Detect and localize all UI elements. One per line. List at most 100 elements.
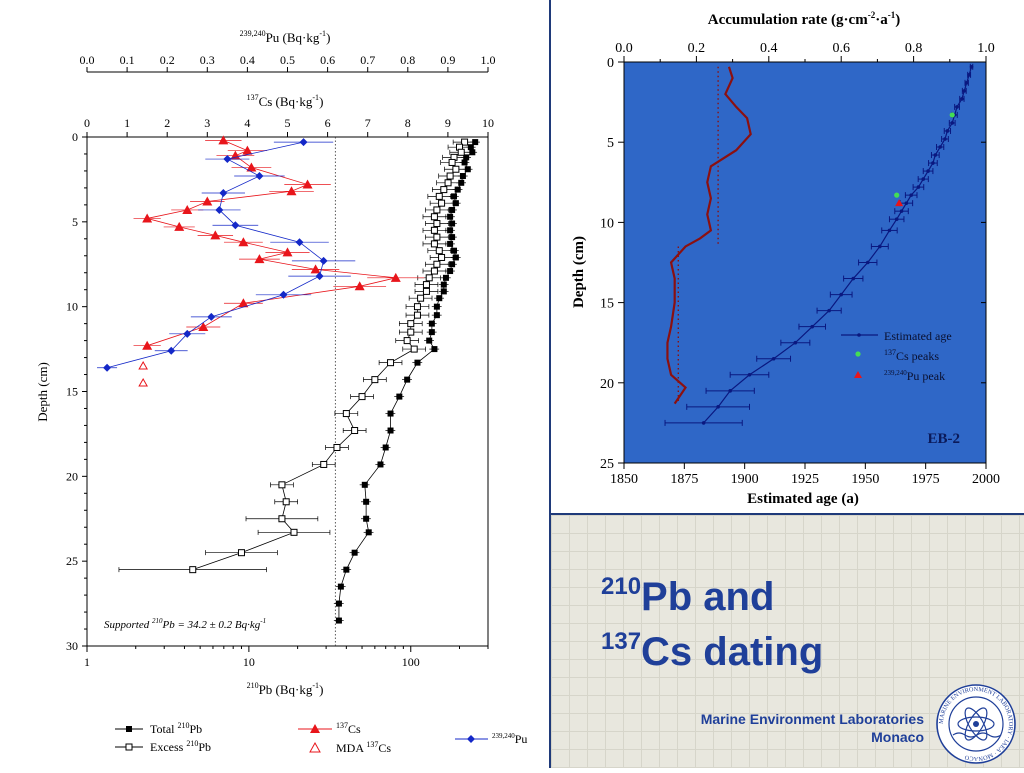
pu-point — [315, 272, 324, 281]
legend-pu-marker — [467, 735, 475, 743]
total-pb-point — [337, 583, 344, 590]
total-pb-point — [387, 410, 394, 417]
cs137-point — [286, 186, 297, 196]
cs-tick-label: 0 — [84, 116, 90, 130]
right-plot-area — [623, 61, 987, 464]
total-pb-point — [459, 173, 466, 180]
supported-pb-annotation: Supported 210Pb = 34.2 ± 0.2 Bq·kg-1 — [104, 617, 266, 631]
age-point — [887, 228, 892, 233]
accum-tick-label: 0.4 — [760, 41, 778, 56]
total-pb-point — [447, 268, 454, 275]
excess-pb-point — [320, 460, 328, 468]
legend-excess-pb-marker — [125, 743, 133, 751]
total-pb-point — [449, 234, 456, 241]
excess-pb-point — [435, 247, 443, 255]
total-pb-point — [363, 515, 370, 522]
pb-tick-label: 1 — [84, 655, 90, 669]
excess-pb-point — [371, 376, 379, 384]
legend-age-marker — [857, 333, 861, 337]
cs137-point — [182, 204, 193, 214]
depth-tick-label: 25 — [66, 554, 78, 568]
age-point — [933, 153, 938, 157]
excess-pb-point — [444, 179, 452, 187]
excess-pb-point — [278, 481, 286, 489]
pb-axis-label: 210Pb (Bq·kg-1) — [247, 681, 324, 697]
total-pb-point — [426, 337, 433, 344]
pu-point — [219, 188, 228, 197]
age-point — [728, 389, 732, 393]
pu-tick-label: 0.1 — [120, 53, 135, 67]
age-point — [810, 324, 815, 329]
depth-tick-label: 0 — [72, 130, 78, 144]
horizontal-divider — [551, 513, 1024, 515]
pu-tick-label: 0.9 — [440, 53, 455, 67]
excess-pb-point — [433, 206, 441, 214]
total-pb-point — [343, 566, 350, 573]
excess-pb-point — [351, 427, 359, 435]
excess-pb-point — [433, 220, 441, 228]
cs-tick-label: 2 — [164, 116, 170, 130]
excess-pb-point — [278, 515, 286, 523]
excess-pb-point — [433, 260, 441, 268]
pb-tick-label: 10 — [243, 655, 255, 669]
pu-tick-label: 0.4 — [240, 53, 255, 67]
excess-pb-point — [358, 393, 366, 401]
legend-cs-peak-marker — [855, 351, 861, 357]
total-pb-point — [351, 549, 358, 556]
cs137-point — [230, 150, 241, 160]
excess-pb-point — [387, 359, 395, 367]
depth-tick-label: 20 — [66, 469, 78, 483]
total-pb-point — [428, 329, 435, 336]
pu-line — [106, 141, 325, 369]
excess-pb-point — [452, 165, 460, 173]
cs137-point — [254, 254, 265, 264]
total-pb-point — [458, 179, 465, 186]
excess-pb-point — [461, 138, 469, 146]
excess-pb-point — [290, 528, 298, 536]
excess-pb-point — [417, 294, 425, 302]
total-pb-point — [449, 206, 456, 213]
age-tick-label: 1875 — [670, 472, 698, 487]
excess-pb-point — [430, 226, 438, 234]
pu-tick-label: 0.8 — [400, 53, 415, 67]
cs-peak-marker — [894, 192, 900, 198]
legend-pu-peak: 239,240Pu peak — [884, 369, 945, 383]
cs137-point — [302, 179, 313, 189]
right-depth-tick-label: 20 — [600, 377, 614, 392]
total-pb-point — [451, 193, 458, 200]
pu-point — [299, 138, 308, 147]
excess-pb-point — [407, 320, 415, 328]
pu-tick-label: 0.2 — [160, 53, 175, 67]
depth-tick-label: 10 — [66, 300, 78, 314]
excess-pb-point — [422, 281, 430, 289]
total-pb-point — [447, 227, 454, 234]
age-point — [926, 169, 930, 173]
total-pb-point — [387, 427, 394, 434]
left-figure-panel: 239,240Pu (Bq·kg-1) 137Cs (Bq·kg-1) 210P… — [35, 29, 528, 755]
depth-profile-chart: 239,240Pu (Bq·kg-1) 137Cs (Bq·kg-1) 210P… — [35, 29, 527, 755]
cs-peak-marker — [949, 112, 955, 118]
cs137-point — [354, 281, 365, 291]
total-pb-point — [335, 617, 342, 624]
cs137-point — [238, 237, 249, 247]
excess-pb-point — [438, 199, 446, 207]
age-point — [964, 81, 969, 85]
depth-tick-label: 30 — [66, 639, 78, 653]
age-point — [955, 105, 959, 109]
age-model-chart: Accumulation rate (g·cm-2·a-1) Estimated… — [571, 10, 1000, 507]
excess-pb-point — [430, 267, 438, 275]
accum-tick-label: 0.8 — [905, 41, 923, 56]
age-point — [943, 137, 947, 141]
depth-tick-label: 5 — [72, 215, 78, 229]
age-point — [967, 73, 971, 77]
lab-name-line-2: Monaco — [871, 729, 924, 745]
pu-point — [207, 312, 216, 321]
age-point — [938, 145, 942, 149]
age-point — [839, 292, 843, 297]
total-pb-point — [361, 481, 368, 488]
pu-tick-label: 0.5 — [280, 53, 295, 67]
total-pb-point — [454, 186, 461, 193]
pu-point — [295, 238, 304, 247]
excess-pb-point — [457, 148, 465, 156]
excess-pb-line — [192, 141, 465, 571]
